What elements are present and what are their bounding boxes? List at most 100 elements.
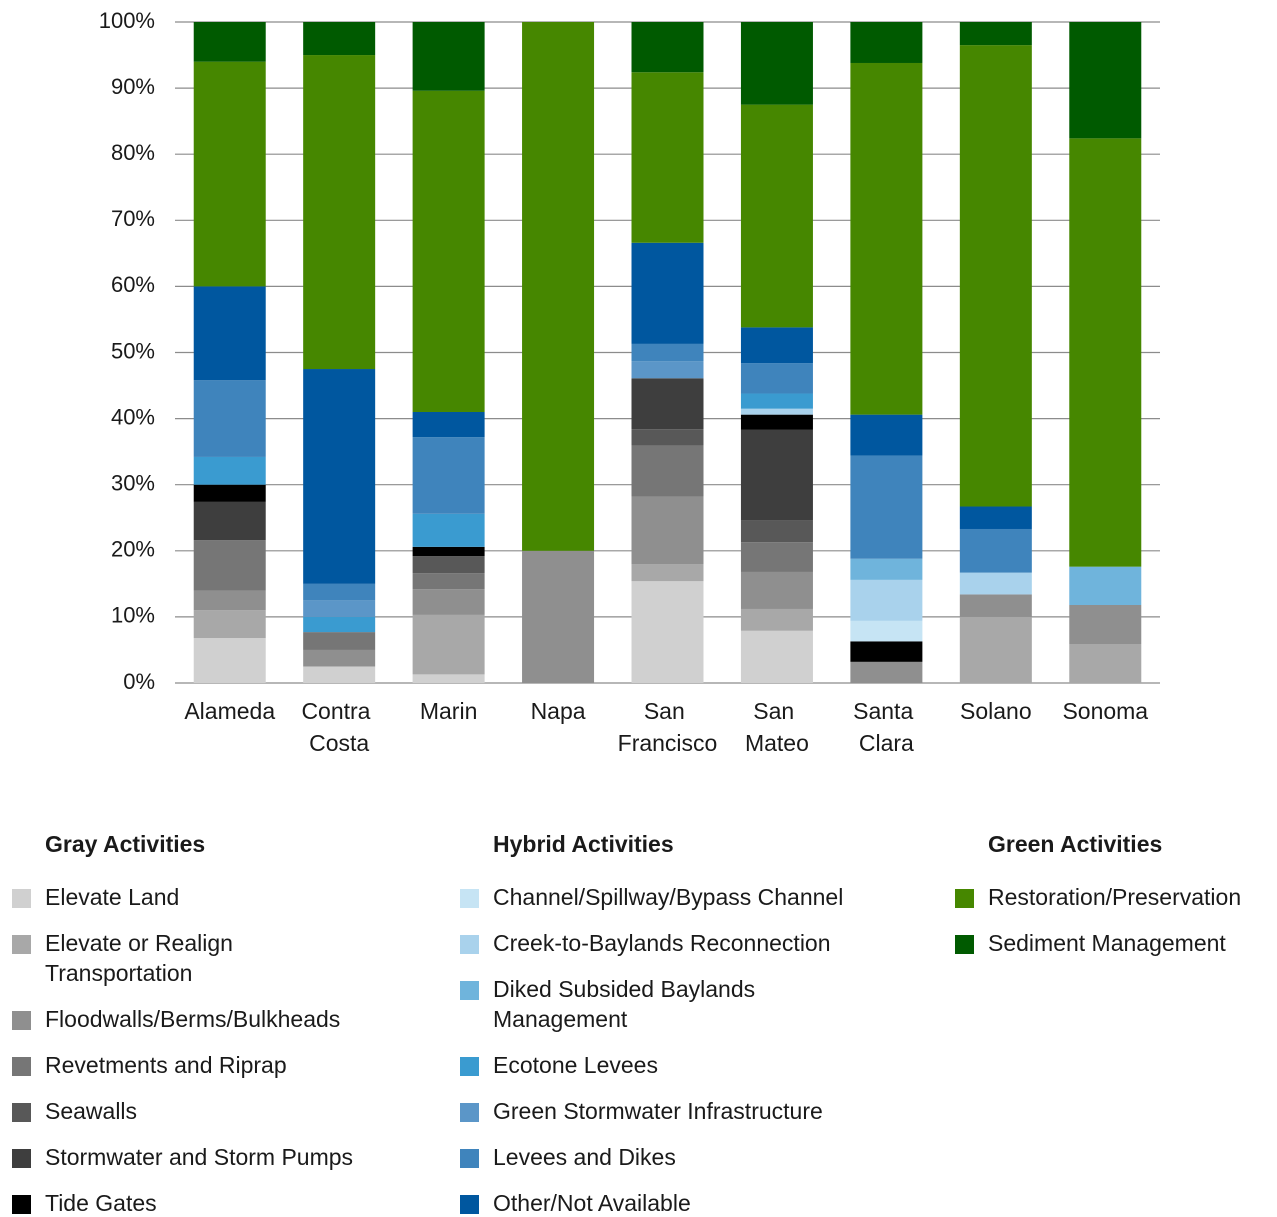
legend-swatch — [460, 981, 479, 1000]
bar-segment — [193, 484, 266, 502]
bar-segment — [193, 610, 266, 639]
legend-swatch — [12, 1195, 31, 1214]
legend-swatch — [460, 889, 479, 908]
bar-segment — [412, 674, 485, 683]
bar-segment — [303, 55, 376, 370]
x-tick-label: Alameda — [184, 698, 275, 724]
bar-segment — [412, 513, 485, 547]
bar-segment — [193, 61, 266, 287]
x-tick-label: San Mateo — [745, 698, 809, 756]
bar-segment — [850, 455, 923, 559]
bar-segment — [303, 649, 376, 667]
legend-swatch — [955, 889, 974, 908]
bar-segment — [631, 361, 704, 379]
bar-segment — [303, 616, 376, 633]
bar-segment — [740, 630, 813, 683]
x-tick-label: Solano — [960, 698, 1032, 724]
legend-label: Sediment Management — [988, 930, 1226, 956]
bar-segment — [850, 579, 923, 621]
legend-label: Floodwalls/Berms/Bulkheads — [45, 1006, 340, 1032]
legend-swatch — [12, 1103, 31, 1122]
y-tick-label: 20% — [111, 537, 155, 562]
legend-label: Restoration/Preservation — [988, 884, 1241, 910]
y-tick-label: 70% — [111, 206, 155, 231]
bar-segment — [412, 556, 485, 574]
y-tick-label: 90% — [111, 74, 155, 99]
bar-segment — [631, 429, 704, 446]
bar-segment — [740, 608, 813, 631]
bar-segment — [631, 445, 704, 497]
legend-label: Creek-to-Baylands Reconnection — [493, 930, 831, 956]
bar-segment — [193, 380, 266, 457]
bar-segment — [412, 22, 485, 91]
bar-segment — [303, 666, 376, 683]
bar-segment — [740, 520, 813, 543]
bar-segment — [740, 22, 813, 105]
legend-label: Elevate or Realign Transportation — [45, 930, 239, 986]
legend-label: Diked Subsided Baylands Management — [493, 976, 762, 1032]
bar-segment — [740, 429, 813, 521]
legend-swatch — [12, 1057, 31, 1076]
bar-segment — [959, 572, 1032, 595]
bar-segment — [303, 600, 376, 617]
bar-segment — [412, 546, 485, 557]
bar-segment — [193, 456, 266, 485]
y-tick-label: 50% — [111, 338, 155, 363]
bar-segment — [850, 641, 923, 662]
bar-segment — [740, 414, 813, 430]
bar-segment — [959, 45, 1032, 507]
legend-swatch — [460, 1195, 479, 1214]
bar-segment — [740, 571, 813, 609]
x-tick-label: San Francisco — [618, 698, 718, 756]
bar-segment — [193, 638, 266, 683]
bar-segment — [850, 620, 923, 642]
x-tick-label: Sonoma — [1062, 698, 1148, 724]
bar-segment — [193, 22, 266, 62]
bar-segment — [740, 104, 813, 328]
y-tick-label: 100% — [99, 8, 155, 33]
bar-segment — [1069, 644, 1142, 683]
bar-segment — [740, 393, 813, 409]
legend-swatch — [460, 1103, 479, 1122]
legend-label: Tide Gates — [45, 1190, 157, 1216]
legend-label: Revetments and Riprap — [45, 1052, 287, 1078]
bar-segment — [1069, 566, 1142, 606]
bar-segment — [631, 378, 704, 430]
bar-segment — [193, 286, 266, 381]
legend-label: Elevate Land — [45, 884, 179, 910]
legend-swatch — [460, 1057, 479, 1076]
bar-segment — [303, 632, 376, 650]
x-tick-label: Contra Costa — [301, 698, 376, 756]
x-tick-label: Santa Clara — [853, 698, 920, 756]
bar-segment — [740, 363, 813, 394]
legend-label: Ecotone Levees — [493, 1052, 658, 1078]
x-tick-label: Marin — [420, 698, 478, 724]
bar-segment — [522, 22, 595, 551]
bar-segment — [850, 22, 923, 63]
bar-segment — [850, 661, 923, 683]
bar-segment — [522, 550, 595, 683]
y-tick-label: 30% — [111, 471, 155, 496]
bar-segment — [1069, 22, 1142, 139]
legend-swatch — [12, 1011, 31, 1030]
legend-swatch — [955, 935, 974, 954]
bar-segment — [631, 343, 704, 362]
bar-segment — [959, 506, 1032, 529]
legend-swatch — [12, 889, 31, 908]
bar-segment — [1069, 605, 1142, 645]
legend-swatch — [460, 1149, 479, 1168]
legend-swatch — [12, 1149, 31, 1168]
legend-heading: Gray Activities — [45, 831, 205, 857]
bar-segment — [959, 528, 1032, 573]
y-tick-label: 10% — [111, 603, 155, 628]
legend-swatch — [460, 935, 479, 954]
bar-segment — [303, 583, 376, 601]
bar-segment — [850, 558, 923, 580]
legend-label: Seawalls — [45, 1098, 137, 1124]
legend-heading: Hybrid Activities — [493, 831, 674, 857]
y-tick-label: 40% — [111, 404, 155, 429]
bar-segment — [740, 408, 813, 415]
bar-segment — [412, 614, 485, 675]
bar-segment — [631, 242, 704, 344]
bar-segment — [193, 540, 266, 591]
